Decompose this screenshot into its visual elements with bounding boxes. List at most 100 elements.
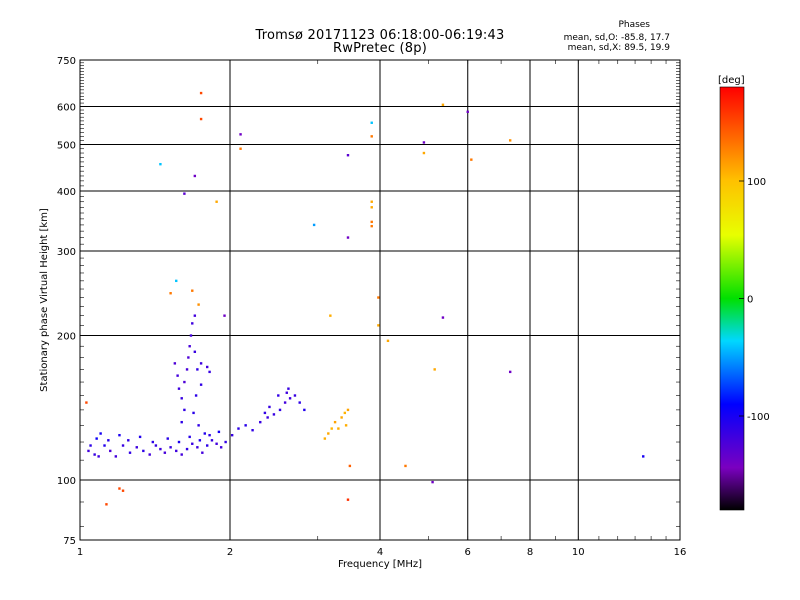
x-tick-label: 4 xyxy=(377,547,383,558)
data-point xyxy=(194,394,198,397)
data-point xyxy=(197,303,200,306)
data-point xyxy=(177,440,181,444)
data-point xyxy=(138,435,142,439)
data-point xyxy=(107,439,110,442)
data-point xyxy=(508,139,512,142)
data-point xyxy=(330,427,333,430)
data-point xyxy=(285,391,288,394)
data-point xyxy=(175,279,178,283)
data-point xyxy=(346,236,350,239)
data-point xyxy=(205,444,209,447)
colorbar-tick-label: -100 xyxy=(747,412,770,423)
colorbar-tick-label: 100 xyxy=(747,177,766,188)
data-point xyxy=(159,162,162,166)
data-point xyxy=(370,135,373,138)
data-point xyxy=(259,420,262,424)
data-point xyxy=(189,334,193,337)
data-point xyxy=(370,224,373,228)
y-tick-label: 75 xyxy=(63,536,76,547)
data-point xyxy=(466,110,469,113)
data-point xyxy=(180,420,183,424)
x-tick-label: 16 xyxy=(674,547,687,558)
data-point xyxy=(244,424,247,427)
data-point xyxy=(251,429,254,432)
data-point xyxy=(263,411,267,415)
data-point xyxy=(159,447,162,451)
stats-o-mode: mean, sd,O: -85.8, 17.7 xyxy=(563,33,670,43)
data-point xyxy=(470,158,473,161)
data-point xyxy=(508,370,512,374)
data-point xyxy=(196,446,199,449)
data-point xyxy=(191,442,194,445)
data-point xyxy=(89,444,92,447)
data-point xyxy=(215,442,218,445)
data-point xyxy=(329,314,332,317)
x-tick-label: 10 xyxy=(572,547,585,558)
data-point xyxy=(95,437,98,440)
y-axis-label: Stationary phase Virtual Height [km] xyxy=(39,208,50,392)
data-point xyxy=(293,394,297,397)
data-point xyxy=(135,446,138,449)
stats-header: Phases xyxy=(618,20,650,30)
data-point xyxy=(272,413,276,416)
data-point xyxy=(327,432,330,435)
data-point xyxy=(128,451,132,454)
data-point xyxy=(183,408,186,412)
data-point xyxy=(298,401,301,404)
data-point xyxy=(404,464,407,468)
data-point xyxy=(340,416,343,419)
data-point xyxy=(337,427,340,430)
data-point xyxy=(180,397,183,400)
data-point xyxy=(198,439,202,442)
data-point xyxy=(199,383,203,386)
data-point xyxy=(103,444,106,447)
data-point xyxy=(422,141,426,144)
y-tick-label: 400 xyxy=(57,187,76,198)
x-tick-label: 6 xyxy=(465,547,471,558)
data-point xyxy=(303,408,306,412)
data-point xyxy=(268,405,271,409)
data-point xyxy=(191,322,194,325)
data-point xyxy=(333,420,337,424)
data-point xyxy=(185,447,189,451)
data-point xyxy=(176,374,179,377)
data-point xyxy=(180,453,183,456)
data-point xyxy=(223,314,226,317)
data-point xyxy=(187,356,190,359)
data-point xyxy=(121,489,125,492)
data-point xyxy=(422,151,426,155)
data-point xyxy=(237,427,240,430)
data-point xyxy=(127,439,130,442)
data-point xyxy=(377,296,380,299)
data-point xyxy=(87,449,90,453)
data-point xyxy=(377,324,380,327)
y-tick-label: 100 xyxy=(57,476,76,487)
y-tick-label: 600 xyxy=(57,103,76,114)
data-point xyxy=(323,437,327,440)
data-point xyxy=(217,430,221,434)
y-tick-label: 500 xyxy=(57,141,76,152)
data-point xyxy=(142,449,145,453)
data-point xyxy=(196,368,199,371)
data-point xyxy=(370,206,373,209)
data-point xyxy=(193,174,197,178)
data-point xyxy=(188,345,191,348)
data-point xyxy=(344,424,348,427)
data-point xyxy=(197,424,200,427)
data-point xyxy=(183,192,186,195)
x-tick-label: 2 xyxy=(227,547,233,558)
data-point xyxy=(192,411,195,415)
data-point xyxy=(99,432,102,435)
data-point xyxy=(431,480,434,484)
data-point xyxy=(219,446,223,449)
data-point xyxy=(346,408,350,412)
data-point xyxy=(239,133,242,136)
data-point xyxy=(169,446,172,449)
data-point xyxy=(348,464,352,468)
data-point xyxy=(177,387,181,390)
data-point xyxy=(208,370,211,374)
data-point xyxy=(118,487,121,490)
colorbar: [deg] xyxy=(718,75,745,511)
data-point xyxy=(215,200,218,203)
data-point xyxy=(97,455,100,458)
